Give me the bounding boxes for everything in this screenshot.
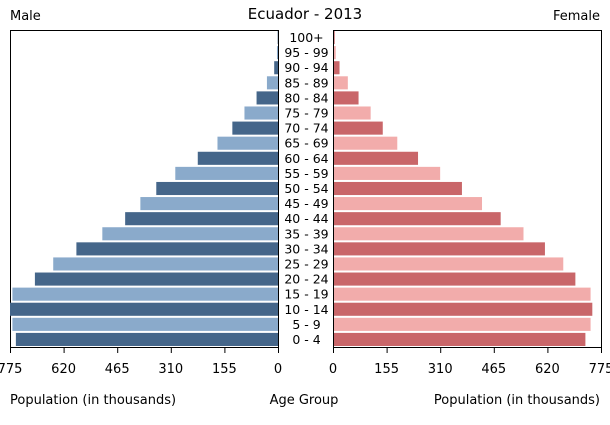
bar-male-3 [12,287,278,301]
tick-label-left: 0 [274,362,282,377]
age-group-label: 0 - 4 [292,332,320,347]
bar-female-15 [334,106,371,120]
tick-label-left: 775 [0,362,22,377]
bar-female-4 [334,272,576,286]
bar-female-14 [334,121,383,135]
female-label: Female [552,9,600,24]
bar-male-9 [140,197,278,211]
tick-label-right: 0 [329,362,337,377]
bar-male-14 [232,121,278,135]
age-group-label: 90 - 94 [284,60,328,75]
tick-label-right: 775 [589,362,610,377]
age-group-label: 30 - 34 [284,241,328,256]
tick-label-left: 620 [51,362,76,377]
age-group-label: 10 - 14 [284,302,328,317]
age-group-label: 40 - 44 [284,211,328,226]
bar-female-5 [334,257,564,271]
age-group-label: 50 - 54 [284,181,328,196]
bar-female-18 [334,61,340,75]
bar-female-17 [334,76,348,90]
bar-male-18 [274,61,278,75]
bar-female-20 [334,31,335,45]
chart-title: Ecuador - 2013 [247,5,363,23]
bar-female-1 [334,317,591,331]
bar-male-19 [276,46,278,60]
age-group-label: 65 - 69 [284,136,328,151]
age-group-label: 100+ [289,30,323,45]
bar-male-16 [256,91,278,105]
bar-male-8 [125,212,278,226]
bar-female-3 [334,287,591,301]
tick-label-right: 620 [535,362,560,377]
bar-female-11 [334,166,441,180]
bar-female-19 [334,46,336,60]
bar-male-17 [266,76,278,90]
age-group-label: 60 - 64 [284,151,328,166]
male-plot-frame [10,30,279,348]
age-group-label: 35 - 39 [284,226,328,241]
x-axis-label-center: Age Group [269,393,339,408]
bar-male-15 [244,106,278,120]
bar-male-4 [34,272,278,286]
tick-label-left: 310 [158,362,183,377]
tick-label-right: 155 [374,362,399,377]
bar-male-2 [10,302,278,316]
bar-female-13 [334,136,398,150]
age-group-label: 95 - 99 [284,45,328,60]
age-group-label: 25 - 29 [284,256,328,271]
bar-male-6 [76,242,278,256]
tick-label-left: 465 [105,362,130,377]
age-group-label: 70 - 74 [284,121,328,136]
age-group-label: 5 - 9 [292,317,320,332]
age-group-label: 45 - 49 [284,196,328,211]
bar-male-13 [217,136,278,150]
tick-label-right: 310 [428,362,453,377]
age-group-label: 80 - 84 [284,90,328,105]
bar-female-7 [334,227,524,241]
age-group-label: 20 - 24 [284,272,328,287]
bar-female-12 [334,151,419,165]
bar-male-10 [156,181,278,196]
age-group-label: 15 - 19 [284,287,328,302]
tick-label-right: 465 [481,362,506,377]
tick-label-left: 155 [212,362,237,377]
bar-female-2 [334,302,593,316]
male-label: Male [10,9,41,24]
bar-male-12 [197,151,278,165]
age-group-label: 75 - 79 [284,106,328,121]
x-axis-label-left: Population (in thousands) [10,393,177,408]
bar-male-1 [12,317,278,331]
bar-male-5 [53,257,279,271]
bar-male-0 [15,332,278,346]
x-axis-label-right: Population (in thousands) [433,393,600,408]
bar-male-11 [175,166,278,180]
bar-female-10 [334,181,462,196]
bar-female-9 [334,197,483,211]
age-group-label: 85 - 89 [284,75,328,90]
bar-female-0 [334,332,586,346]
bar-female-16 [334,91,359,105]
bar-female-8 [334,212,501,226]
bar-male-7 [102,227,278,241]
female-plot-frame [333,30,602,348]
age-group-label: 55 - 59 [284,166,328,181]
bar-female-6 [334,242,545,256]
